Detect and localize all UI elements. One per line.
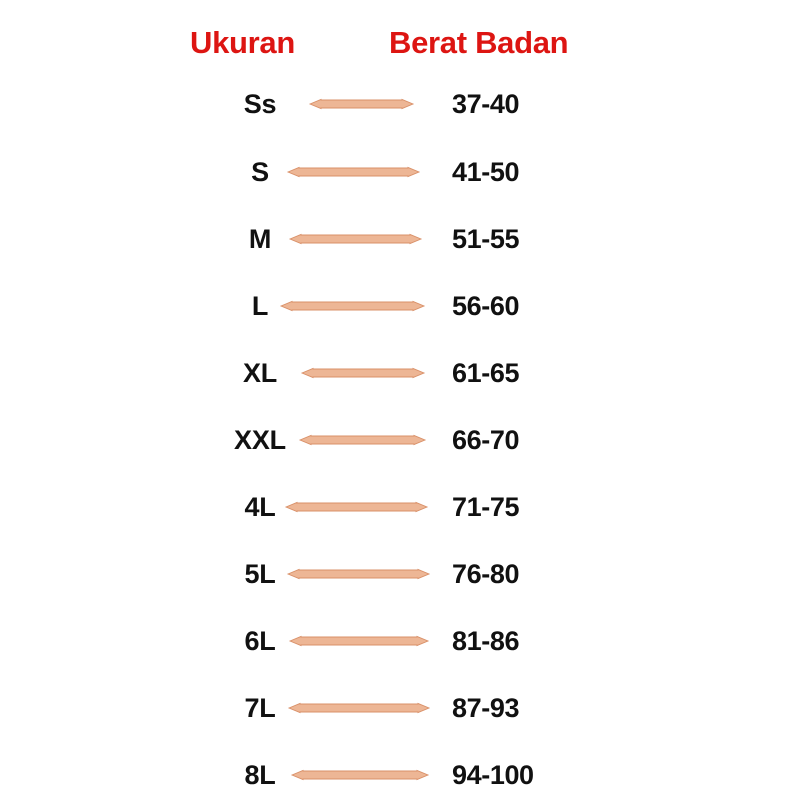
range-double-arrow-icon — [288, 233, 423, 245]
weight-value: 56-60 — [452, 291, 520, 321]
size-label: M — [248, 224, 272, 254]
weight-value: 76-80 — [452, 559, 520, 589]
range-double-arrow-icon — [284, 501, 429, 513]
table-row: S 41-50 — [0, 144, 800, 200]
weight-value: 51-55 — [452, 224, 520, 254]
arrow-shape — [288, 233, 423, 245]
header-berat-badan: Berat Badan — [389, 25, 569, 60]
arrow-shape — [279, 300, 426, 312]
arrow-shape — [288, 635, 430, 647]
arrow-shape — [300, 367, 426, 379]
weight-value: 71-75 — [452, 492, 520, 522]
table-row: Ss 37-40 — [0, 76, 800, 132]
range-double-arrow-icon — [288, 635, 430, 647]
range-double-arrow-icon — [287, 702, 431, 714]
size-label: L — [251, 291, 269, 321]
weight-value: 37-40 — [452, 89, 520, 119]
weight-value: 61-65 — [452, 358, 520, 388]
table-row: 8L 94-100 — [0, 747, 800, 803]
range-double-arrow-icon — [290, 769, 430, 781]
size-label: XL — [242, 358, 278, 388]
chart-header: Ukuran Berat Badan — [0, 20, 800, 66]
weight-value: 94-100 — [452, 760, 534, 790]
arrow-shape — [286, 166, 421, 178]
size-label: 6L — [244, 626, 276, 656]
size-label: 7L — [244, 693, 276, 723]
table-row: 4L 71-75 — [0, 479, 800, 535]
arrow-shape — [284, 501, 429, 513]
arrow-shape — [290, 769, 430, 781]
arrow-shape — [286, 568, 431, 580]
weight-value: 66-70 — [452, 425, 520, 455]
range-double-arrow-icon — [298, 434, 427, 446]
table-row: XXL 66-70 — [0, 412, 800, 468]
range-double-arrow-icon — [308, 98, 415, 110]
size-label: 8L — [244, 760, 276, 790]
size-label: 5L — [244, 559, 276, 589]
range-double-arrow-icon — [279, 300, 426, 312]
weight-value: 81-86 — [452, 626, 520, 656]
table-row: M 51-55 — [0, 211, 800, 267]
size-label: XXL — [234, 425, 286, 455]
arrow-shape — [308, 98, 415, 110]
size-label: Ss — [243, 89, 277, 119]
range-double-arrow-icon — [300, 367, 426, 379]
table-row: 5L 76-80 — [0, 546, 800, 602]
range-double-arrow-icon — [286, 568, 431, 580]
table-row: 6L 81-86 — [0, 613, 800, 669]
header-ukuran: Ukuran — [190, 25, 296, 60]
weight-value: 87-93 — [452, 693, 520, 723]
arrow-shape — [298, 434, 427, 446]
arrow-shape — [287, 702, 431, 714]
size-label: 4L — [244, 492, 276, 522]
table-row: L 56-60 — [0, 278, 800, 334]
table-row: XL 61-65 — [0, 345, 800, 401]
range-double-arrow-icon — [286, 166, 421, 178]
size-label: S — [251, 157, 269, 187]
table-row: 7L 87-93 — [0, 680, 800, 736]
weight-value: 41-50 — [452, 157, 520, 187]
